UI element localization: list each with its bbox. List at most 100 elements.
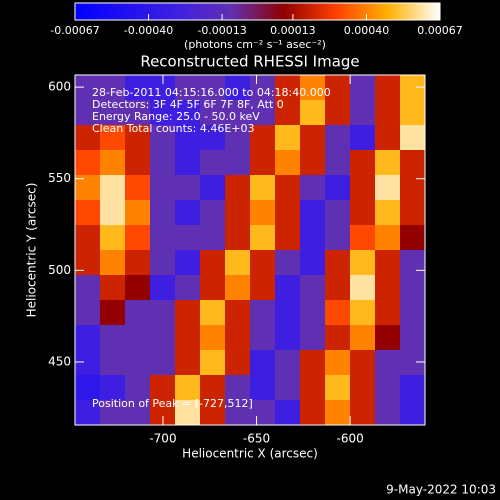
pixel	[275, 175, 301, 201]
pixel	[175, 250, 201, 276]
pixel	[325, 275, 351, 301]
pixel	[200, 100, 226, 126]
pixel	[375, 375, 401, 401]
pixel	[200, 350, 226, 376]
pixel	[325, 375, 351, 401]
y-tick-label: 500	[48, 263, 71, 277]
pixel	[300, 400, 326, 426]
pixel	[250, 250, 276, 276]
pixel	[300, 175, 326, 201]
x-tick-label: -650	[243, 432, 270, 446]
pixel	[125, 325, 151, 351]
pixel	[125, 100, 151, 126]
pixel	[125, 250, 151, 276]
pixel	[75, 125, 101, 151]
pixel	[275, 375, 301, 401]
pixel	[100, 100, 126, 126]
pixel	[400, 375, 426, 401]
pixel	[325, 200, 351, 226]
pixel	[100, 250, 126, 276]
pixel	[375, 400, 401, 426]
annotation: Detectors: 3F 4F 5F 6F 7F 8F, Att 0	[92, 98, 284, 111]
pixel	[175, 375, 201, 401]
pixel	[150, 175, 176, 201]
pixel	[250, 75, 276, 101]
pixel	[350, 75, 376, 101]
pixel	[175, 150, 201, 176]
pixel	[275, 200, 301, 226]
pixel	[175, 325, 201, 351]
pixel	[175, 200, 201, 226]
x-tick-label: -600	[337, 432, 364, 446]
y-tick-label: 450	[48, 354, 71, 368]
pixel	[250, 325, 276, 351]
pixel	[375, 125, 401, 151]
pixel	[125, 200, 151, 226]
x-tick-label: -700	[149, 432, 176, 446]
pixel	[275, 400, 301, 426]
pixel	[75, 100, 101, 126]
colorbar	[74, 2, 441, 21]
colorbar-label: (photons cm⁻² s⁻¹ asec⁻²)	[184, 38, 326, 51]
pixel	[350, 125, 376, 151]
pixel	[225, 300, 251, 326]
pixel	[350, 275, 376, 301]
x-axis-label: Heliocentric X (arcsec)	[182, 447, 318, 461]
pixel	[225, 350, 251, 376]
image	[75, 75, 426, 426]
pixel	[275, 75, 301, 101]
pixel	[125, 150, 151, 176]
colorbar-tick-label: -0.00067	[50, 24, 99, 37]
pixel	[300, 325, 326, 351]
annotation: Energy Range: 25.0 - 50.0 keV	[92, 110, 260, 123]
pixel	[150, 350, 176, 376]
pixel	[400, 150, 426, 176]
pixel	[275, 325, 301, 351]
pixel	[225, 200, 251, 226]
pixel	[125, 75, 151, 101]
pixel	[175, 225, 201, 251]
pixel	[250, 350, 276, 376]
pixel	[150, 225, 176, 251]
pixel	[125, 125, 151, 151]
pixel	[275, 275, 301, 301]
pixel	[250, 275, 276, 301]
pixel	[175, 125, 201, 151]
pixel	[100, 275, 126, 301]
pixel	[400, 275, 426, 301]
pixel	[125, 275, 151, 301]
pixel	[325, 150, 351, 176]
pixel	[150, 375, 176, 401]
pixel	[250, 175, 276, 201]
pixel	[200, 175, 226, 201]
pixel	[150, 100, 176, 126]
pixel	[350, 225, 376, 251]
pixel	[375, 225, 401, 251]
colorbar-tick-label: -0.00013	[197, 24, 246, 37]
pixel	[300, 350, 326, 376]
pixel	[250, 200, 276, 226]
pixel	[200, 325, 226, 351]
pixel	[75, 175, 101, 201]
chart-title: Reconstructed RHESSI Image	[140, 53, 359, 71]
pixel	[325, 300, 351, 326]
peak-label: Position of Peak = [-727,512]	[92, 397, 253, 410]
pixel	[300, 300, 326, 326]
pixel	[375, 275, 401, 301]
pixel	[275, 100, 301, 126]
pixel	[200, 225, 226, 251]
pixel	[175, 275, 201, 301]
pixel	[200, 150, 226, 176]
pixel	[375, 175, 401, 201]
pixel	[100, 75, 126, 101]
pixel	[400, 350, 426, 376]
pixel	[150, 200, 176, 226]
pixel	[300, 250, 326, 276]
colorbar-tick-label: 0.00013	[270, 24, 316, 37]
pixel	[100, 175, 126, 201]
pixel	[250, 225, 276, 251]
pixel	[375, 300, 401, 326]
pixel	[225, 375, 251, 401]
